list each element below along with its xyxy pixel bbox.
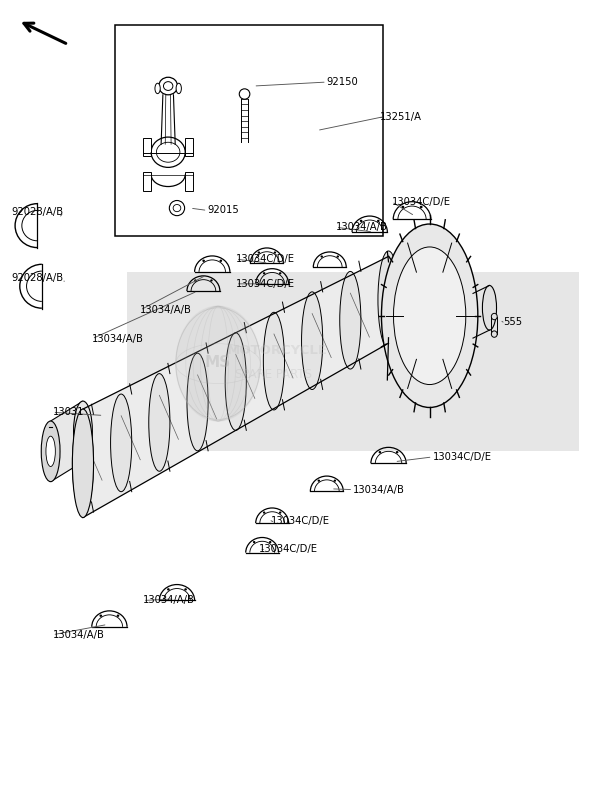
- Text: 13034C/D/E: 13034C/D/E: [392, 197, 451, 207]
- Ellipse shape: [74, 401, 92, 462]
- Ellipse shape: [149, 374, 170, 471]
- Ellipse shape: [117, 614, 120, 617]
- Bar: [144, 138, 151, 157]
- Ellipse shape: [164, 81, 173, 90]
- Text: 13034C/D/E: 13034C/D/E: [236, 279, 294, 289]
- Ellipse shape: [176, 83, 181, 93]
- Bar: [144, 172, 151, 190]
- PathPatch shape: [83, 256, 389, 518]
- Ellipse shape: [274, 252, 276, 254]
- Text: 92028/A/B: 92028/A/B: [11, 207, 64, 217]
- Bar: [185, 138, 193, 157]
- Ellipse shape: [420, 205, 422, 209]
- Text: 13034C/D/E: 13034C/D/E: [236, 254, 294, 264]
- Bar: [127, 272, 580, 451]
- Ellipse shape: [170, 201, 184, 216]
- Ellipse shape: [402, 205, 404, 209]
- Ellipse shape: [482, 285, 497, 330]
- Ellipse shape: [202, 260, 205, 262]
- Ellipse shape: [46, 436, 55, 467]
- Ellipse shape: [320, 256, 323, 258]
- Ellipse shape: [360, 220, 362, 222]
- Ellipse shape: [317, 479, 320, 482]
- Text: MS: MS: [205, 355, 231, 369]
- Ellipse shape: [225, 332, 246, 431]
- Ellipse shape: [41, 421, 60, 482]
- Text: 13034/A/B: 13034/A/B: [92, 334, 144, 344]
- Ellipse shape: [382, 224, 478, 407]
- Ellipse shape: [187, 353, 208, 451]
- Ellipse shape: [302, 292, 323, 389]
- Text: 13031: 13031: [52, 407, 84, 417]
- Ellipse shape: [194, 280, 197, 281]
- Ellipse shape: [269, 541, 272, 543]
- Ellipse shape: [72, 409, 94, 518]
- Ellipse shape: [72, 415, 94, 512]
- Ellipse shape: [336, 256, 339, 258]
- PathPatch shape: [51, 401, 83, 482]
- Text: 92015: 92015: [207, 205, 239, 216]
- Ellipse shape: [220, 260, 222, 262]
- Ellipse shape: [379, 451, 381, 453]
- Ellipse shape: [263, 511, 266, 514]
- Ellipse shape: [111, 394, 132, 491]
- Ellipse shape: [393, 247, 466, 384]
- Ellipse shape: [333, 479, 336, 482]
- Ellipse shape: [167, 588, 170, 590]
- Text: 92150: 92150: [327, 77, 359, 87]
- Text: 13034/A/B: 13034/A/B: [52, 630, 104, 640]
- Text: 13034C/D/E: 13034C/D/E: [259, 544, 318, 555]
- Ellipse shape: [279, 272, 282, 274]
- Bar: [115, 25, 383, 236]
- Ellipse shape: [340, 272, 361, 369]
- Text: 13251/A: 13251/A: [380, 112, 422, 122]
- Text: 13034/A/B: 13034/A/B: [336, 222, 388, 233]
- Bar: [185, 172, 193, 190]
- Ellipse shape: [184, 588, 187, 590]
- Text: 555: 555: [503, 317, 522, 327]
- Text: SPARE PARTS: SPARE PARTS: [236, 368, 312, 381]
- Ellipse shape: [378, 251, 399, 348]
- Ellipse shape: [491, 331, 497, 337]
- Ellipse shape: [257, 252, 260, 254]
- Text: 13034/A/B: 13034/A/B: [140, 305, 192, 315]
- Text: 13034/A/B: 13034/A/B: [353, 485, 405, 495]
- Text: MOTORCYCLE: MOTORCYCLE: [226, 344, 327, 357]
- Ellipse shape: [253, 541, 256, 543]
- Ellipse shape: [279, 511, 282, 514]
- Text: 13034C/D/E: 13034C/D/E: [432, 452, 492, 462]
- Ellipse shape: [173, 205, 181, 212]
- Ellipse shape: [491, 313, 497, 320]
- Circle shape: [176, 306, 260, 421]
- Ellipse shape: [263, 272, 266, 274]
- Ellipse shape: [239, 89, 250, 99]
- Ellipse shape: [155, 83, 160, 93]
- Text: 13034/A/B: 13034/A/B: [143, 595, 195, 606]
- Ellipse shape: [159, 78, 177, 95]
- Text: 13034C/D/E: 13034C/D/E: [271, 515, 330, 526]
- Ellipse shape: [377, 220, 380, 222]
- Ellipse shape: [100, 614, 102, 617]
- Ellipse shape: [263, 312, 284, 410]
- Ellipse shape: [210, 280, 213, 281]
- Ellipse shape: [396, 451, 398, 453]
- Text: 92028/A/B: 92028/A/B: [11, 273, 64, 284]
